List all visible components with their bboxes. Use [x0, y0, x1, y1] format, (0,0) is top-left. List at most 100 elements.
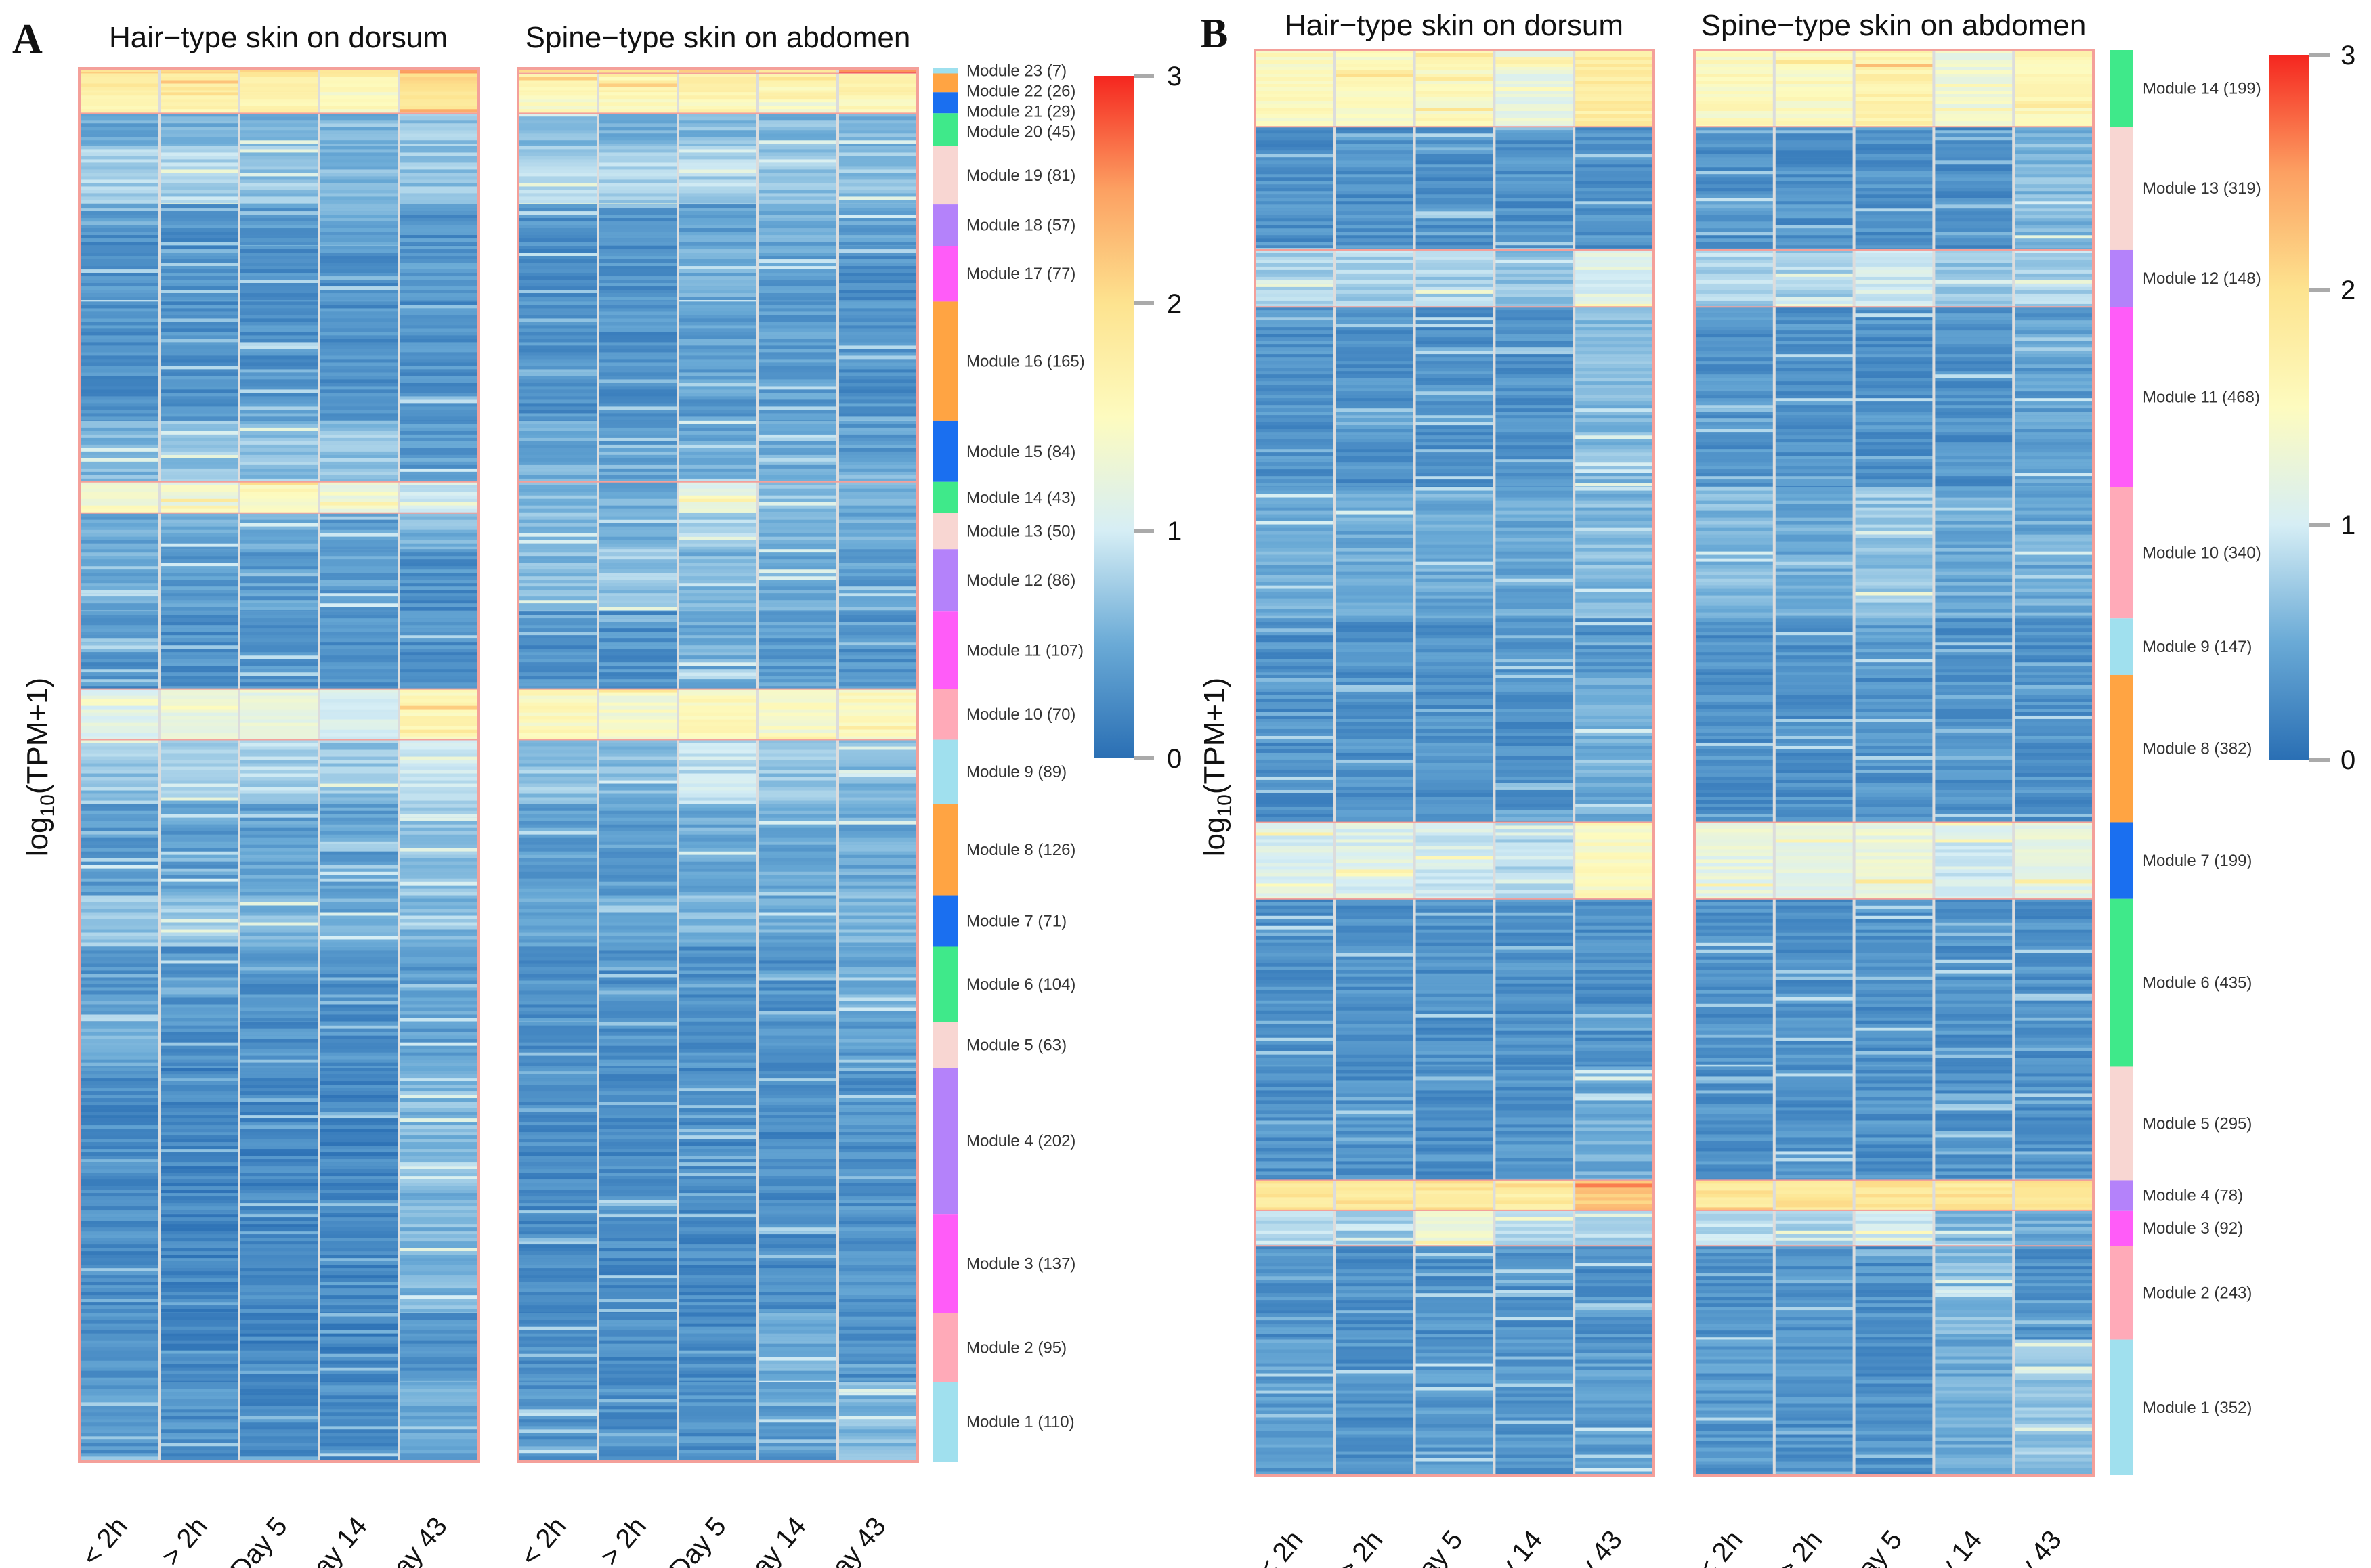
- heatmap-row-stripe: [319, 1142, 399, 1146]
- heatmap-row-stripe: [678, 1377, 758, 1381]
- heatmap-row-stripe: [79, 1299, 159, 1303]
- heatmap-row-stripe: [239, 211, 319, 215]
- heatmap-row-stripe: [518, 536, 598, 540]
- heatmap-row-stripe: [319, 837, 399, 842]
- heatmap-row-stripe: [598, 120, 678, 124]
- heatmap-row-stripe: [79, 635, 159, 639]
- heatmap-row-stripe: [239, 149, 319, 153]
- heatmap-row-stripe: [598, 238, 678, 242]
- heatmap-row-stripe: [758, 1183, 838, 1187]
- heatmap-row-stripe: [518, 519, 598, 523]
- heatmap-row-stripe: [598, 83, 678, 87]
- module-color-segment: [933, 92, 958, 114]
- heatmap-row-stripe: [758, 273, 838, 277]
- heatmap-row-stripe: [239, 434, 319, 438]
- heatmap-row-stripe: [518, 942, 598, 946]
- heatmap-row-stripe: [518, 335, 598, 339]
- heatmap-row-stripe: [518, 169, 598, 173]
- heatmap-row-stripe: [319, 871, 399, 875]
- heatmap-row-stripe: [678, 729, 758, 733]
- heatmap-row-stripe: [399, 68, 479, 72]
- heatmap-row-stripe: [598, 159, 678, 163]
- heatmap-row-stripe: [159, 1392, 239, 1396]
- heatmap-row-stripe: [239, 68, 319, 72]
- heatmap-row-stripe: [838, 909, 918, 913]
- heatmap-row-stripe: [518, 1429, 598, 1433]
- heatmap-row-stripe: [678, 848, 758, 852]
- heatmap-row-stripe: [319, 722, 399, 726]
- heatmap-row-stripe: [598, 87, 678, 91]
- heatmap-row-stripe: [159, 106, 239, 110]
- heatmap-row-stripe: [758, 1125, 838, 1129]
- heatmap-row-stripe: [239, 92, 319, 96]
- heatmap-row-stripe: [319, 679, 399, 683]
- heatmap-row-stripe: [598, 193, 678, 197]
- heatmap-row-stripe: [1334, 140, 1415, 144]
- module-label: Module 21 (29): [966, 103, 1075, 121]
- heatmap-row-stripe: [79, 536, 159, 540]
- heatmap-row-stripe: [239, 1282, 319, 1286]
- heatmap-row-stripe: [758, 666, 838, 670]
- heatmap-row-stripe: [518, 1295, 598, 1299]
- heatmap-row-stripe: [758, 529, 838, 533]
- heatmap-row-stripe: [239, 488, 319, 492]
- heatmap-row-stripe: [79, 960, 159, 964]
- heatmap-row-stripe: [598, 1210, 678, 1214]
- heatmap-row-stripe: [319, 1011, 399, 1015]
- heatmap-row-stripe: [518, 994, 598, 998]
- heatmap-row-stripe: [319, 1105, 399, 1109]
- heatmap-row-stripe: [159, 1395, 239, 1399]
- heatmap-row-stripe: [838, 1309, 918, 1313]
- heatmap-row-stripe: [838, 895, 918, 899]
- heatmap-row-stripe: [1334, 101, 1415, 104]
- heatmap-row-stripe: [518, 90, 598, 93]
- heatmap-row-stripe: [838, 902, 918, 906]
- heatmap-row-stripe: [1574, 184, 1654, 188]
- heatmap-row-stripe: [79, 345, 159, 349]
- heatmap-row-stripe: [319, 990, 399, 995]
- heatmap-row-stripe: [838, 259, 918, 263]
- heatmap-row-stripe: [239, 424, 319, 428]
- heatmap-row-stripe: [758, 1227, 838, 1232]
- heatmap-row-stripe: [758, 1316, 838, 1320]
- heatmap-row-stripe: [319, 987, 399, 991]
- heatmap-row-stripe: [598, 756, 678, 760]
- heatmap-row-stripe: [1255, 127, 1335, 131]
- heatmap-row-stripe: [159, 912, 239, 916]
- heatmap-row-stripe: [159, 1333, 239, 1337]
- heatmap-row-stripe: [838, 861, 918, 865]
- heatmap-row-stripe: [598, 290, 678, 294]
- heatmap-row-stripe: [239, 1261, 319, 1265]
- heatmap-row-stripe: [838, 817, 918, 821]
- heatmap-row-stripe: [758, 1102, 838, 1106]
- heatmap-row-stripe: [79, 905, 159, 909]
- heatmap-row-stripe: [239, 133, 319, 137]
- heatmap-row-stripe: [838, 280, 918, 284]
- heatmap-row-stripe: [319, 939, 399, 943]
- heatmap-row-stripe: [758, 1210, 838, 1214]
- heatmap-row-stripe: [518, 1374, 598, 1378]
- heatmap-row-stripe: [838, 1146, 918, 1150]
- heatmap-row-stripe: [598, 1142, 678, 1146]
- heatmap-row-stripe: [319, 994, 399, 998]
- heatmap-row-stripe: [239, 1039, 319, 1043]
- heatmap-row-stripe: [758, 215, 838, 219]
- heatmap-row-stripe: [598, 807, 678, 811]
- heatmap-row-stripe: [758, 549, 838, 553]
- heatmap-row-stripe: [838, 458, 918, 462]
- heatmap-row-stripe: [79, 441, 159, 445]
- heatmap-row-stripe: [1414, 121, 1495, 125]
- heatmap-row-stripe: [399, 221, 479, 225]
- heatmap-row-stripe: [159, 662, 239, 666]
- heatmap-row-stripe: [838, 416, 918, 420]
- heatmap-row-stripe: [518, 1085, 598, 1089]
- heatmap-row-stripe: [239, 960, 319, 964]
- heatmap-row-stripe: [159, 1062, 239, 1066]
- heatmap-row-stripe: [518, 523, 598, 527]
- heatmap-row-stripe: [239, 325, 319, 329]
- heatmap-row-stripe: [399, 666, 479, 670]
- heatmap-row-stripe: [598, 902, 678, 906]
- heatmap-row-stripe: [79, 1343, 159, 1347]
- heatmap-row-stripe: [239, 253, 319, 257]
- heatmap-row-stripe: [598, 936, 678, 940]
